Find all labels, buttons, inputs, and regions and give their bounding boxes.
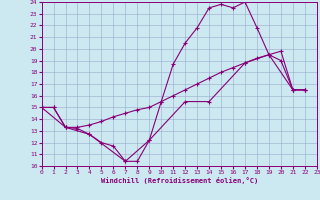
X-axis label: Windchill (Refroidissement éolien,°C): Windchill (Refroidissement éolien,°C) — [100, 177, 258, 184]
